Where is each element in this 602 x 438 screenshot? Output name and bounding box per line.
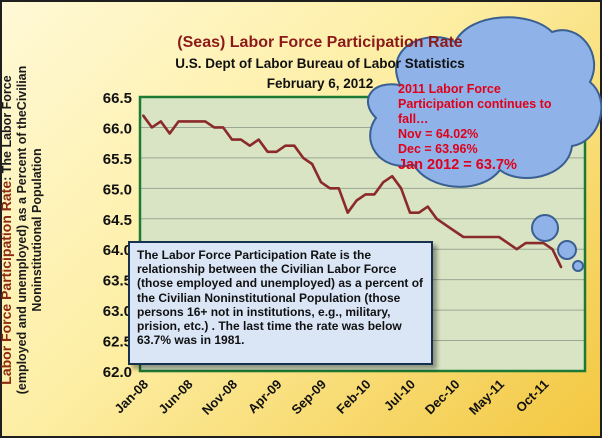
data-point [248, 144, 251, 147]
data-point [426, 205, 429, 208]
data-point [213, 126, 216, 129]
data-point [231, 138, 233, 141]
y-tick-label: 66.5 [103, 90, 132, 107]
data-point [240, 138, 242, 141]
data-point [515, 248, 518, 251]
callout-line-1: 2011 Labor Force Participation continues… [398, 82, 552, 126]
chart-subtitle: U.S. Dept of Labor Bureau of Labor Stati… [175, 56, 465, 71]
data-point [284, 144, 287, 147]
data-point [266, 150, 269, 153]
data-point [257, 138, 260, 141]
data-point [311, 163, 313, 165]
y-tick-label: 62.5 [103, 334, 132, 351]
data-point [195, 120, 198, 123]
y-axis-label: Labor Force Participation Rate: The Labo… [0, 65, 45, 395]
data-point [364, 193, 367, 196]
data-point [489, 236, 491, 238]
x-tick-label: Apr-09 [245, 377, 285, 417]
callout-text: 2011 Labor Force Participation continues… [398, 82, 568, 173]
note-box: The Labor Force Participation Rate is th… [128, 241, 433, 365]
x-tick-label: Jun-08 [155, 377, 195, 417]
data-point [391, 175, 394, 178]
x-tick-label: Oct-11 [513, 377, 552, 416]
y-tick-label: 64.5 [103, 212, 132, 229]
data-point [168, 132, 171, 135]
callout-line-2: Nov = 64.02% [398, 127, 479, 141]
callout-line-4: Jan 2012 = 63.7% [398, 157, 517, 173]
data-point [320, 181, 322, 184]
x-tick-label: Feb-10 [333, 377, 373, 417]
thought-bubble-medium [557, 240, 577, 260]
data-point [560, 266, 563, 269]
data-point [204, 120, 207, 123]
data-point [373, 193, 376, 196]
thought-bubble-small [572, 260, 584, 272]
y-axis-label-highlight: Labor Force Participation Rate [0, 180, 14, 385]
y-tick-label: 62.0 [103, 364, 132, 381]
data-point [480, 236, 483, 238]
series-line [141, 114, 563, 269]
x-tick-label: Dec-10 [422, 377, 463, 418]
data-point [524, 242, 527, 245]
data-point [177, 120, 180, 123]
data-point [151, 126, 153, 129]
y-tick-label: 64.0 [103, 242, 132, 259]
x-tick-label: May-11 [466, 377, 507, 418]
thought-cloud-body [367, 16, 602, 188]
data-point [329, 187, 331, 190]
data-point [302, 156, 305, 159]
y-tick-label: 63.0 [103, 303, 132, 320]
data-point [507, 242, 509, 245]
data-point [418, 211, 420, 214]
data-point [142, 114, 144, 117]
data-point [498, 236, 500, 238]
x-tick-label: Nov-08 [199, 377, 240, 418]
y-tick-label: 65.0 [103, 181, 132, 198]
data-point [462, 236, 465, 238]
y-tick-label: 65.5 [103, 151, 132, 168]
x-tick-label: Jan-08 [111, 377, 151, 417]
data-point [551, 248, 554, 251]
data-point [186, 120, 189, 123]
thought-cloud-callout [367, 16, 602, 272]
data-point [355, 199, 358, 202]
data-point [293, 144, 296, 147]
data-point [337, 187, 340, 190]
callout-line-3: Dec = 63.96% [398, 142, 478, 156]
data-point [222, 126, 225, 129]
chart-title: (Seas) Labor Force Participation Rate [177, 34, 463, 51]
thought-bubble-large [531, 214, 559, 242]
data-point [435, 217, 438, 220]
data-point [409, 211, 411, 214]
y-tick-label: 66.0 [103, 120, 132, 137]
x-tick-label: Jul-10 [381, 377, 418, 414]
data-point [400, 187, 402, 190]
data-point [542, 242, 545, 245]
data-point [453, 230, 456, 232]
plot-border [138, 95, 587, 373]
data-point [346, 211, 349, 214]
data-point [275, 150, 278, 153]
data-point [159, 120, 162, 123]
y-tick-label: 63.5 [103, 273, 132, 290]
data-point [382, 181, 385, 184]
chart-date: February 6, 2012 [266, 76, 374, 91]
data-point [444, 223, 447, 226]
data-point [471, 236, 474, 238]
data-point [533, 242, 536, 245]
x-tick-label: Sep-09 [288, 377, 329, 418]
